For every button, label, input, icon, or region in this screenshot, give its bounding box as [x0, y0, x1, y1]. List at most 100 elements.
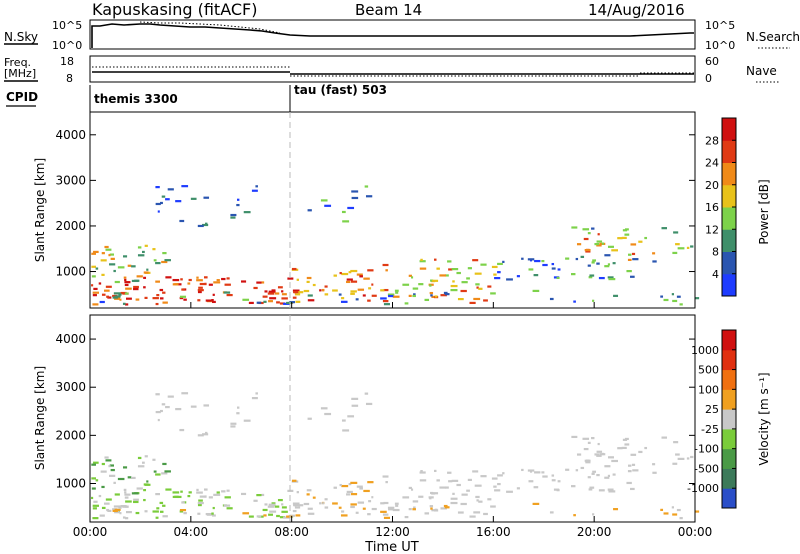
power-cell	[143, 276, 147, 279]
power-cell	[332, 289, 338, 292]
velocity-cell	[127, 476, 132, 479]
power-cell	[137, 246, 142, 249]
velocity-cell	[357, 501, 365, 504]
power-cell	[117, 266, 125, 269]
power-cell	[187, 282, 191, 285]
power-cell	[413, 293, 416, 296]
velocity-cell	[143, 489, 147, 492]
power-y-tick-label: 2000	[55, 219, 86, 233]
power-colorbar-tick-label: 20	[705, 179, 719, 192]
power-cell	[419, 260, 426, 263]
power-cell	[527, 258, 535, 261]
velocity-cell	[456, 483, 461, 487]
velocity-cell	[324, 506, 329, 509]
power-cell	[339, 271, 342, 275]
velocity-cell	[114, 508, 121, 511]
power-cell	[487, 285, 492, 288]
velocity-cell	[565, 468, 570, 471]
velocity-cell	[137, 465, 145, 468]
x-tick-label: 16:00	[476, 525, 511, 539]
velocity-cell	[395, 504, 399, 507]
velocity-cell	[230, 425, 236, 428]
velocity-cell	[448, 480, 453, 483]
power-cell	[621, 236, 627, 240]
velocity-cell	[92, 517, 99, 520]
power-cell	[596, 262, 600, 265]
power-cell	[320, 199, 328, 202]
power-cell	[124, 283, 129, 287]
power-cell	[541, 259, 545, 263]
velocity-cell	[123, 466, 128, 469]
velocity-cell	[256, 494, 262, 497]
power-cell	[152, 248, 156, 251]
velocity-cell	[100, 470, 107, 473]
velocity-cell	[672, 462, 678, 465]
velocity-cell	[419, 479, 427, 482]
power-cell	[197, 299, 201, 302]
velocity-cell	[320, 407, 328, 410]
power-cell	[203, 196, 210, 199]
power-cell	[367, 299, 371, 302]
velocity-cell	[224, 496, 231, 499]
velocity-colorbar-segment	[722, 349, 736, 371]
velocity-cell	[626, 481, 632, 485]
beam-title: Beam 14	[355, 1, 422, 19]
velocity-cell	[274, 505, 280, 508]
power-cell	[434, 258, 437, 261]
power-cell	[155, 202, 161, 206]
power-cell	[212, 293, 215, 296]
power-cell	[359, 275, 363, 278]
power-cell	[277, 286, 283, 289]
power-cell	[324, 285, 328, 288]
velocity-cell	[230, 422, 237, 425]
velocity-cell	[179, 510, 184, 513]
power-y-axis: 1000 2000 3000 4000	[55, 128, 695, 279]
power-cell	[412, 287, 419, 290]
velocity-cell	[480, 475, 487, 478]
velocity-cell	[367, 481, 374, 484]
velocity-cell	[261, 493, 265, 497]
power-cell	[351, 190, 359, 193]
velocity-cell	[351, 404, 359, 407]
power-cell	[306, 276, 312, 280]
power-cell	[380, 297, 387, 300]
power-cell	[131, 265, 136, 268]
velocity-cell	[156, 507, 160, 510]
x-tick-label: 12:00	[375, 525, 410, 539]
power-cell	[673, 231, 679, 234]
power-cell	[212, 300, 216, 304]
power-colorbar-tick-label: 4	[712, 268, 719, 281]
velocity-colorbar-tick-label: -1000	[687, 482, 719, 495]
power-cell	[256, 301, 262, 304]
velocity-cell	[152, 458, 156, 461]
power-cell	[226, 277, 230, 280]
power-cell	[420, 258, 423, 261]
power-cell	[350, 292, 355, 295]
power-cell	[204, 276, 208, 279]
velocity-cell	[576, 453, 582, 456]
velocity-cell	[611, 459, 618, 463]
power-cell	[113, 269, 116, 273]
velocity-cell	[583, 447, 589, 451]
velocity-cell	[256, 515, 262, 518]
power-cell	[497, 271, 501, 274]
velocity-cell	[180, 490, 183, 493]
velocity-cell	[660, 508, 664, 511]
power-cell	[598, 276, 605, 280]
velocity-colorbar-segment	[722, 448, 736, 469]
power-cell	[157, 210, 160, 213]
power-cell	[450, 284, 458, 288]
time-x-axis: 00:00 04:00 08:00 12:00 16:00 20:00 00:00	[73, 302, 712, 539]
power-cell	[661, 227, 668, 230]
velocity-cell	[183, 512, 187, 515]
power-cell	[447, 260, 452, 263]
power-cell	[528, 268, 534, 271]
velocity-cell	[457, 511, 464, 514]
velocity-cell	[359, 487, 363, 490]
velocity-cell	[333, 486, 337, 489]
power-cell	[99, 300, 105, 304]
velocity-cell	[292, 502, 300, 505]
velocity-cell	[597, 442, 600, 446]
velocity-cell	[607, 474, 611, 478]
